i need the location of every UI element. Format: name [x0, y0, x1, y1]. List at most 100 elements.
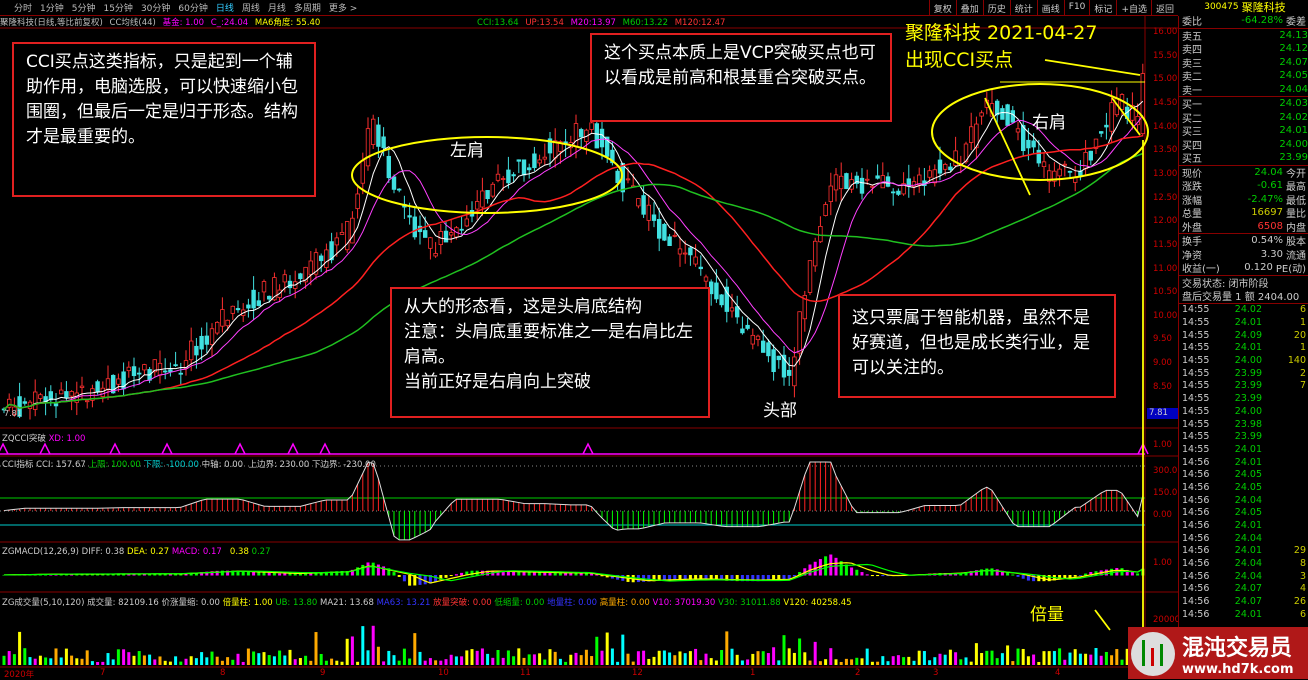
time-axis-label: 2 [855, 668, 861, 678]
quote-key: 买四 [1182, 140, 1202, 152]
tick-time: 14:55 [1182, 431, 1210, 443]
volume-bar [907, 656, 911, 665]
quote-value: 24.12 [1279, 43, 1308, 55]
annotation-arrow [984, 97, 1031, 196]
time-axis-label: 11 [520, 668, 531, 678]
stock-label: 聚隆科技(日线,等比前复权) [0, 18, 103, 28]
tick-price: 24.05 [1234, 507, 1262, 519]
macd-macd: MACD: 0.17 [171, 547, 222, 557]
volume-bar [527, 654, 531, 665]
candle [662, 223, 667, 241]
candle [703, 276, 709, 282]
macd-bar [278, 573, 282, 576]
candle [875, 175, 880, 179]
macd-bar [964, 572, 968, 576]
macd-bar [506, 571, 510, 576]
volume-bar [376, 646, 380, 665]
toolbar-button[interactable]: 叠加 [955, 0, 983, 16]
toolbar-button[interactable]: 统计 [1009, 0, 1037, 16]
divider [1179, 274, 1308, 276]
tick-volume: 2 [1299, 367, 1306, 379]
volume-bar [792, 652, 796, 665]
candle [896, 190, 901, 195]
quote-key2: 今开 [1286, 168, 1306, 180]
volume-bar [1032, 654, 1036, 665]
kline-chart[interactable] [0, 0, 1178, 679]
period-tab[interactable]: 周线 [241, 4, 260, 14]
volume-bar [720, 650, 724, 665]
macd-bar [766, 575, 770, 581]
candle [553, 140, 558, 159]
toolbar-button[interactable]: F10 [1063, 0, 1090, 16]
candle [1088, 150, 1093, 161]
tick-price: 24.01 [1234, 317, 1262, 329]
quote-value: 6508 [1257, 220, 1283, 232]
macd-bar [772, 575, 776, 581]
candle [266, 295, 272, 300]
macd-bar [761, 575, 765, 582]
tick-row: 14:55 23.99 [1179, 392, 1308, 405]
indicator-label[interactable]: CC均线(44) [109, 18, 156, 28]
macd-bar [512, 571, 516, 576]
macd-bar [709, 575, 713, 581]
volume-bar [532, 654, 536, 665]
toolbar-button[interactable]: 复权 [928, 0, 956, 16]
period-tab[interactable]: 多周期 [293, 4, 321, 14]
quote-value: 24.01 [1279, 125, 1308, 137]
candle [766, 342, 771, 357]
period-tab[interactable]: 日线 [215, 4, 234, 14]
ma10-line [3, 115, 1144, 411]
cci-lower: 下限: -100.00 [143, 460, 199, 470]
volume-bar [876, 661, 880, 665]
volume-bar [465, 650, 469, 665]
candle [1109, 102, 1114, 132]
candle [1015, 128, 1021, 133]
pattern-line-2: 注意：头肩底重要标准之一是右肩比左肩高。 [404, 322, 693, 367]
macd-bar [844, 564, 848, 576]
volume-bar [324, 660, 328, 665]
period-tab[interactable]: 5分钟 [71, 4, 96, 14]
tick-time: 14:55 [1182, 443, 1210, 455]
period-tab[interactable]: 15分钟 [103, 4, 133, 14]
up-value: UP:13.54 [525, 18, 564, 28]
volume-bar [553, 651, 557, 665]
volume-bar [564, 661, 568, 665]
macd-bar [413, 575, 417, 586]
period-tab[interactable]: 30分钟 [140, 4, 171, 14]
price-axis-label: 14.50 [1153, 97, 1178, 108]
period-tab[interactable]: 60分钟 [178, 4, 208, 14]
volume-bar [512, 656, 516, 665]
period-tab[interactable]: 更多 > [328, 4, 358, 14]
toolbar-button[interactable]: +自选 [1116, 0, 1151, 16]
macd-bar [1078, 575, 1082, 576]
volume-bar [330, 658, 334, 665]
quote-value: 24.02 [1279, 111, 1308, 123]
candle [500, 178, 506, 180]
quote-row: 净资 3.30 流通 [1179, 248, 1308, 262]
vol-v120: V120: 40258.45 [783, 598, 852, 608]
candle [625, 178, 631, 181]
quote-key2: 委差 [1286, 17, 1306, 29]
tick-row: 14:56 24.05 [1179, 507, 1308, 520]
quote-value: 24.07 [1279, 56, 1308, 68]
macd-bar [865, 574, 869, 576]
period-tab[interactable]: 月线 [267, 4, 286, 14]
candle [381, 136, 386, 149]
volume-bar [392, 655, 396, 665]
volume-bar [361, 626, 365, 665]
toolbar-button[interactable]: 返回 [1150, 0, 1178, 16]
quote-panel: 300475 聚隆科技 委比 -64.28% 委差 卖五 24.13 卖四 24.12 卖三 2… [1178, 0, 1308, 679]
vol-ma21: MA21: 13.68 [320, 598, 374, 608]
candle [579, 129, 584, 138]
tick-row: 14:56 24.04 3 [1179, 570, 1308, 583]
period-tab[interactable]: 分时 [14, 4, 33, 14]
toolbar-button[interactable]: 标记 [1089, 0, 1116, 16]
toolbar-button[interactable]: 画线 [1036, 0, 1064, 16]
period-tab[interactable]: 1分钟 [40, 4, 64, 14]
tick-volume: 8 [1299, 558, 1306, 570]
toolbar-button[interactable]: 历史 [982, 0, 1010, 16]
macd-diff: DIFF: 0.38 [81, 547, 125, 557]
candle [1036, 149, 1041, 164]
candle [152, 359, 157, 373]
candle [246, 304, 251, 309]
